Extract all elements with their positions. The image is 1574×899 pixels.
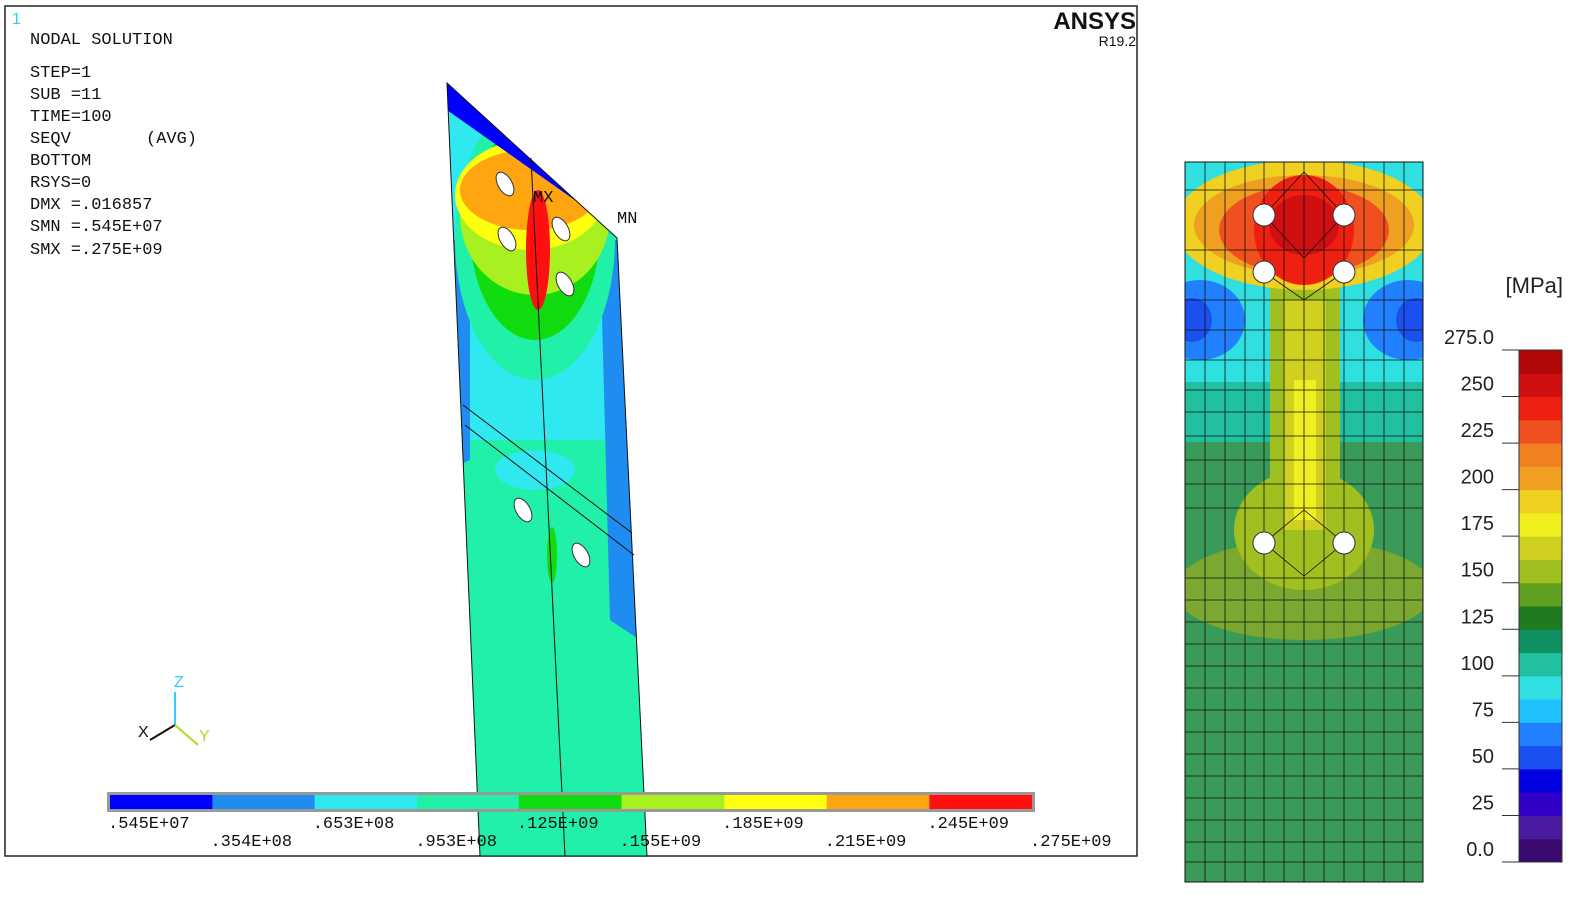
legend-label: .215E+09 (825, 833, 907, 852)
colorbar-band (1519, 466, 1562, 491)
colorbar-band (1519, 722, 1562, 747)
info-line: STEP=1 (30, 64, 91, 83)
axis-label: Y (199, 728, 210, 745)
legend-swatch (724, 795, 827, 809)
colorbar-band (1519, 536, 1562, 560)
legend-label: .275E+09 (1030, 833, 1112, 852)
legend-label: .953E+08 (415, 833, 497, 852)
colorbar-band (1519, 792, 1562, 816)
colorbar-band (1519, 373, 1562, 398)
colorbar-band (1519, 768, 1562, 793)
max-marker: MX (533, 189, 553, 208)
colorbar-band (1519, 606, 1562, 630)
colorbar-band (1519, 699, 1562, 723)
colorbar-band (1519, 350, 1562, 374)
info-line: TIME=100 (30, 108, 112, 127)
brand: ANSYS (1053, 8, 1136, 35)
colorbar-band (1519, 559, 1562, 584)
mesh (1185, 162, 1423, 882)
colorbar-band (1519, 443, 1562, 467)
bolt-holes (495, 171, 591, 568)
colorbar-label: 225 (1461, 420, 1494, 442)
info-line: (AVG) (146, 130, 197, 149)
info-line: SMX =.275E+09 (30, 241, 163, 260)
colorbar-label: 25 (1472, 792, 1494, 814)
legend-swatch (212, 795, 315, 809)
colorbar-label: 250 (1461, 374, 1494, 396)
info-line: BOTTOM (30, 152, 91, 171)
plate-edges (446, 81, 648, 857)
colorbar-band (1519, 629, 1562, 654)
legend-swatch (314, 795, 418, 809)
legend-label: .653E+08 (313, 815, 395, 834)
colorbar-band (1519, 512, 1562, 537)
legend-swatch (929, 795, 1032, 809)
axis-label: Z (174, 674, 184, 691)
colorbar-band (1519, 582, 1562, 607)
colorbar-unit: [MPa] (1506, 273, 1563, 298)
colorbar-band (1519, 489, 1562, 514)
colorbar-band (1519, 745, 1562, 770)
info-line: RSYS=0 (30, 174, 91, 193)
colorbar-band (1519, 838, 1562, 863)
legend-swatch (110, 795, 213, 809)
info-line: SUB =11 (30, 86, 101, 105)
legend-swatch (417, 795, 519, 809)
colorbar-label: 100 (1461, 653, 1494, 675)
result-title: NODAL SOLUTION (30, 31, 173, 50)
colorbar-label: 125 (1461, 606, 1494, 628)
min-marker: MN (617, 210, 637, 229)
colorbar-band (1519, 675, 1562, 700)
info-line: DMX =.016857 (30, 196, 152, 215)
axis-label: X (138, 724, 149, 741)
colorbar-label: 75 (1472, 699, 1494, 721)
colorbar-label: 175 (1461, 513, 1494, 535)
colorbar-label: 50 (1472, 746, 1494, 768)
legend-label: .125E+09 (517, 815, 599, 834)
info-line: SMN =.545E+07 (30, 218, 163, 237)
legend-swatch (621, 795, 725, 809)
colorbar-band (1519, 652, 1562, 677)
version: R19.2 (1099, 33, 1137, 49)
window-number: 1 (12, 11, 21, 28)
colorbar-label: 200 (1461, 467, 1494, 489)
info-line: SEQV (30, 130, 72, 149)
colorbar-frame (1518, 349, 1563, 863)
legend: .545E+07 .354E+08 .653E+08 .953E+08 .125E+09… (107, 792, 1112, 852)
legend-label: .185E+09 (722, 815, 804, 834)
colorbar-band (1519, 396, 1562, 421)
legend-swatch (518, 795, 622, 809)
legend-swatch (826, 795, 930, 809)
colorbar-band (1519, 419, 1562, 444)
colorbar-label: 0.0 (1466, 839, 1494, 861)
colorbar-band (1519, 815, 1562, 840)
axis-triad: Z X Y (138, 674, 210, 746)
legend-label: .354E+08 (210, 833, 292, 852)
legend-label: .155E+09 (620, 833, 702, 852)
holes (1252, 203, 1356, 555)
colorbar: 275.0 250 225 200 175 150 125 100 75 50 25 0.0 (1444, 327, 1563, 863)
legend-label: .545E+07 (108, 815, 190, 834)
colorbar-label: 150 (1461, 560, 1494, 582)
colorbar-label: 275.0 (1444, 327, 1494, 349)
contour-frame (1184, 161, 1424, 883)
legend-label: .245E+09 (927, 815, 1009, 834)
